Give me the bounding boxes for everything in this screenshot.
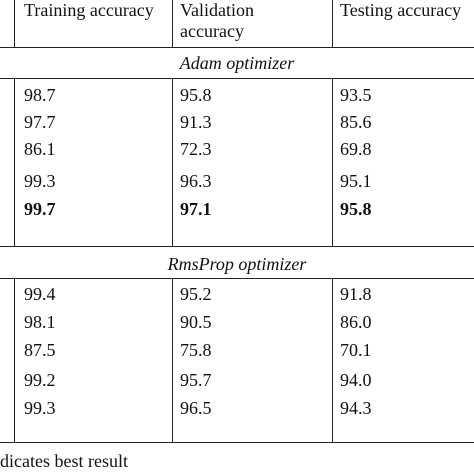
rmsprop-row-3-validation: 75.8	[180, 340, 212, 360]
header-validation-accuracy-line1: Validation	[180, 0, 254, 20]
section-title-rmsprop: RmsProp optimizer	[167, 254, 307, 274]
header-testing-accuracy: Testing accuracy	[340, 0, 462, 20]
rule-header-bottom	[0, 47, 474, 48]
header-validation-accuracy-line2: accuracy	[180, 21, 244, 41]
rmsprop-row-1-testing: 91.8	[340, 284, 372, 304]
rmsprop-row-2-validation: 90.5	[180, 312, 212, 332]
rmsprop-row-4-testing: 94.0	[340, 370, 372, 390]
rmsprop-row-1-validation: 95.2	[180, 284, 212, 304]
adam-row-1-validation: 95.8	[180, 85, 212, 105]
adam-row-3-testing: 69.8	[340, 139, 372, 159]
adam-row-1-testing: 93.5	[340, 85, 372, 105]
adam-row-4-validation: 96.3	[180, 171, 212, 191]
col-divider-left-header	[14, 0, 15, 48]
col-divider-left-adam	[14, 78, 15, 247]
rmsprop-row-4-validation: 95.7	[180, 370, 212, 390]
col-divider-2-header	[332, 0, 333, 48]
rmsprop-row-2-testing: 86.0	[340, 312, 372, 332]
adam-row-2-validation: 91.3	[180, 112, 212, 132]
rule-rmsprop-title-bottom	[0, 278, 474, 279]
adam-row-5-training-best: 99.7	[24, 199, 56, 219]
adam-row-4-testing: 95.1	[340, 171, 372, 191]
col-divider-2-adam	[332, 78, 333, 247]
rmsprop-row-2-training: 98.1	[24, 312, 56, 332]
section-title-adam: Adam optimizer	[179, 53, 295, 73]
col-divider-left-rmsprop	[14, 278, 15, 443]
rule-adam-title-bottom	[0, 78, 474, 79]
adam-row-5-validation-best: 97.1	[180, 199, 212, 219]
rule-adam-section-bottom	[0, 246, 474, 247]
adam-row-3-training: 86.1	[24, 139, 56, 159]
rmsprop-row-3-training: 87.5	[24, 340, 56, 360]
table-footnote: dicates best result	[0, 451, 128, 471]
rule-rmsprop-section-bottom	[0, 442, 474, 443]
adam-row-1-training: 98.7	[24, 85, 56, 105]
col-divider-1-adam	[172, 78, 173, 247]
header-training-accuracy: Training accuracy	[24, 0, 154, 20]
rmsprop-row-3-testing: 70.1	[340, 340, 372, 360]
adam-row-4-training: 99.3	[24, 171, 56, 191]
rmsprop-row-5-training: 99.3	[24, 398, 56, 418]
rmsprop-row-5-validation: 96.5	[180, 398, 212, 418]
rmsprop-row-5-testing: 94.3	[340, 398, 372, 418]
adam-row-3-validation: 72.3	[180, 139, 212, 159]
col-divider-1-header	[172, 0, 173, 48]
adam-row-2-training: 97.7	[24, 112, 56, 132]
col-divider-2-rmsprop	[332, 278, 333, 443]
col-divider-1-rmsprop	[172, 278, 173, 443]
adam-row-5-testing-best: 95.8	[340, 199, 372, 219]
adam-row-2-testing: 85.6	[340, 112, 372, 132]
rmsprop-row-1-training: 99.4	[24, 284, 56, 304]
rmsprop-row-4-training: 99.2	[24, 370, 56, 390]
